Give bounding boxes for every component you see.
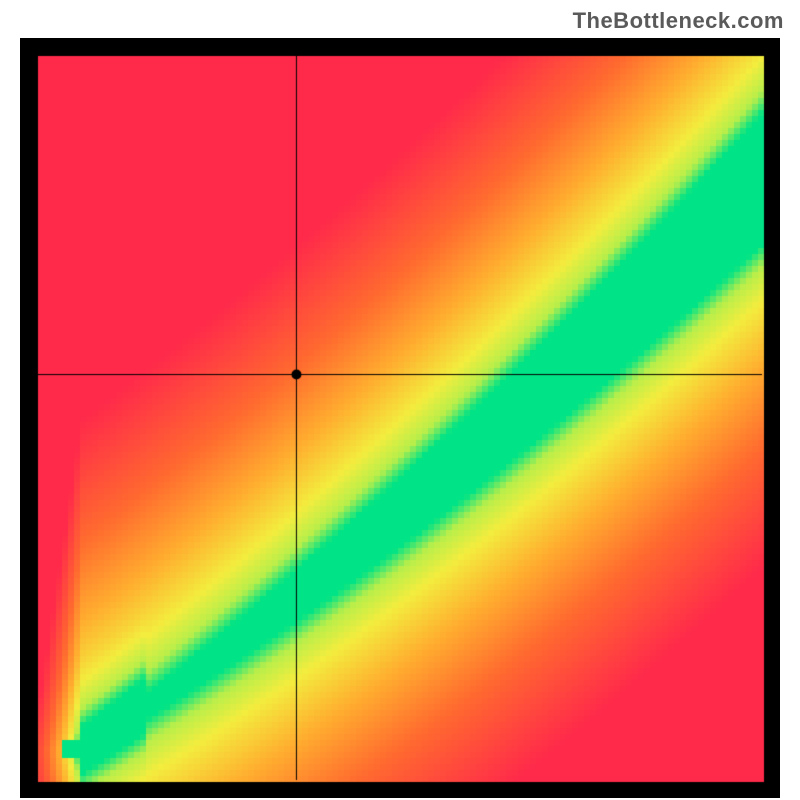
bottleneck-heatmap-canvas <box>20 38 780 798</box>
chart-frame <box>20 38 780 798</box>
watermark-text: TheBottleneck.com <box>573 8 784 34</box>
